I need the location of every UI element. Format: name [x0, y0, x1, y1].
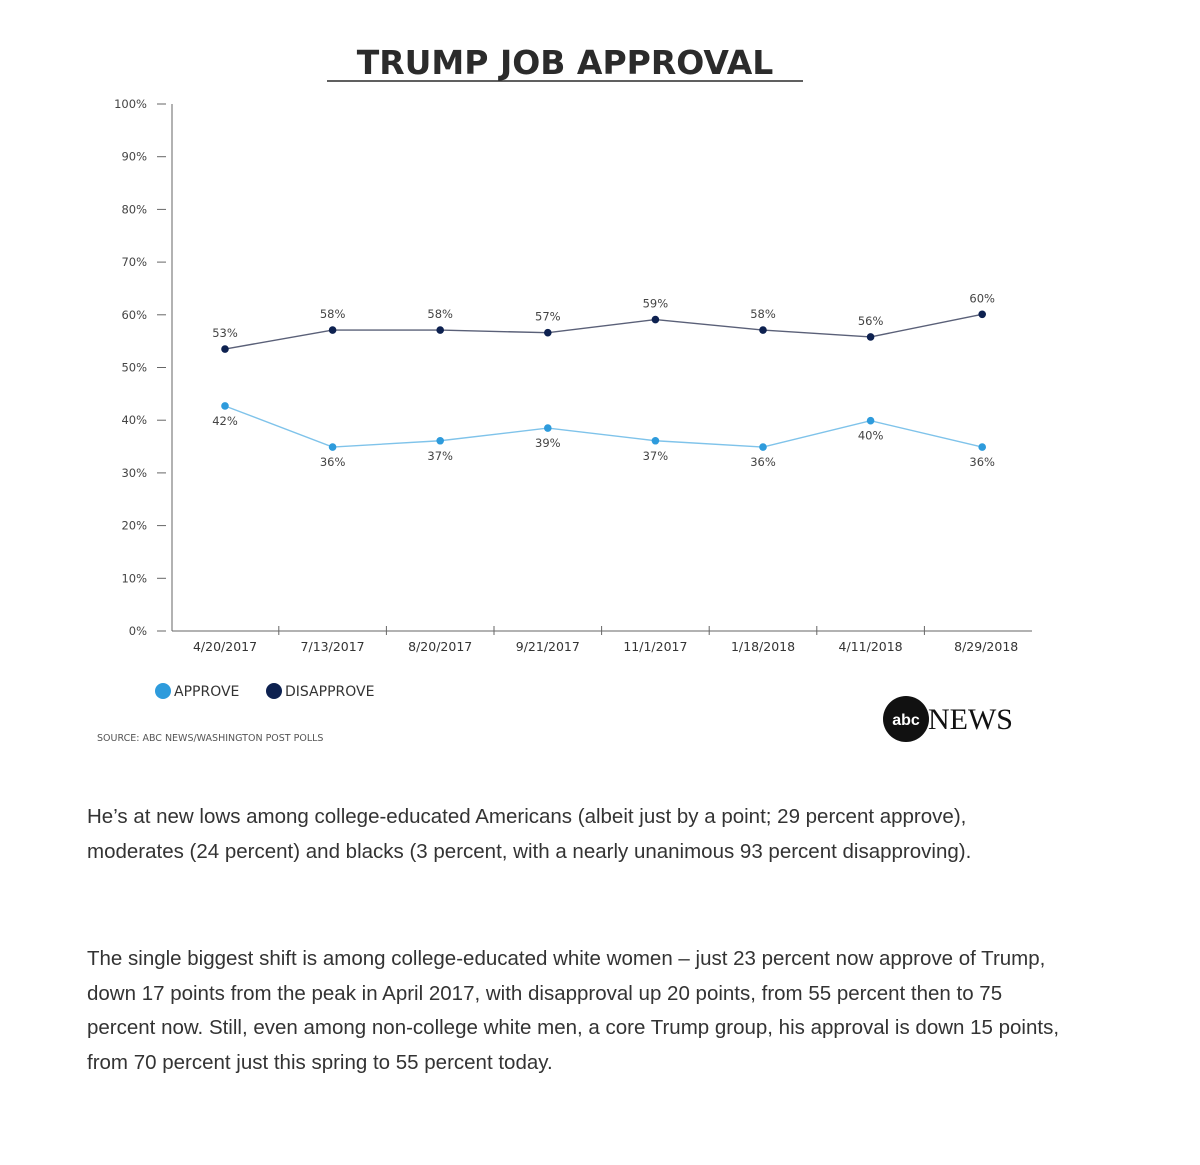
data-point-approve: [978, 443, 986, 451]
y-tick-label: 40%: [121, 413, 147, 427]
data-label-approve: 37%: [643, 449, 669, 463]
data-point-approve: [544, 424, 552, 432]
x-tick-label: 11/1/2017: [623, 639, 687, 654]
data-point-approve: [651, 436, 660, 445]
article-paragraph-2: The single biggest shift is among colleg…: [87, 947, 1060, 1074]
legend-label-disapprove: DISAPPROVE: [285, 684, 374, 700]
chart-title: TRUMP JOB APPROVAL: [357, 43, 774, 82]
data-point-disapprove: [651, 315, 660, 324]
abc-logo-word: NEWS: [928, 703, 1013, 736]
y-tick-label: 100%: [114, 97, 147, 111]
y-tick-label: 90%: [121, 150, 147, 164]
data-label-approve: 36%: [320, 455, 346, 469]
data-point-disapprove: [759, 326, 767, 334]
series-line-disapprove: [224, 313, 983, 350]
legend-label-approve: APPROVE: [174, 684, 239, 700]
y-tick-label: 50%: [121, 361, 147, 375]
data-label-disapprove: 56%: [858, 314, 884, 328]
x-tick-label: 7/13/2017: [301, 639, 365, 654]
y-tick-label: 80%: [121, 202, 147, 216]
article-paragraph-1: He’s at new lows among college-educated …: [87, 805, 972, 863]
data-label-approve: 37%: [427, 449, 453, 463]
data-point-approve: [328, 443, 337, 451]
y-tick-label: 0%: [129, 624, 147, 638]
data-label-approve: 42%: [212, 414, 238, 428]
abc-logo-mark: abc: [892, 712, 920, 729]
data-label-disapprove: 58%: [320, 307, 346, 321]
data-label-approve: 36%: [969, 455, 995, 469]
data-point-disapprove: [221, 345, 229, 353]
y-tick-label: 70%: [121, 255, 147, 269]
series-line-approve: [224, 405, 983, 448]
x-tick-label: 1/18/2018: [731, 639, 795, 654]
x-tick-label: 8/29/2018: [954, 639, 1018, 654]
legend: APPROVE DISAPPROVE: [155, 683, 374, 700]
data-point-disapprove: [866, 333, 875, 341]
data-point-disapprove: [978, 310, 986, 319]
chart: TRUMP JOB APPROVAL 0% 10% 20% 30% 40% 50% 60% 7…: [97, 43, 1032, 744]
y-axis: 0% 10% 20% 30% 40% 50% 60% 70% 80% 90% 100%: [114, 97, 173, 638]
data-point-approve: [866, 416, 875, 425]
data-label-disapprove: 57%: [535, 310, 561, 324]
source-note: SOURCE: ABC NEWS/WASHINGTON POST POLLS: [97, 733, 323, 744]
data-point-disapprove: [436, 326, 445, 334]
x-tick-label: 8/20/2017: [408, 639, 472, 654]
data-label-disapprove: 60%: [969, 291, 995, 305]
data-point-approve: [759, 443, 767, 451]
y-tick-label: 60%: [121, 308, 147, 322]
data-label-approve: 39%: [535, 436, 561, 450]
data-point-approve: [221, 402, 229, 410]
y-tick-label: 30%: [121, 466, 147, 480]
data-label-disapprove: 58%: [427, 307, 453, 321]
legend-swatch-approve: [155, 683, 171, 699]
abc-logo-circle: [883, 696, 929, 742]
y-tick-label: 20%: [121, 519, 147, 533]
x-tick-label: 4/20/2017: [193, 639, 257, 654]
series-layer: 53% 58% 58% 57% 59% 58% 56% 60% 42% 36% 37% 39% 37% 3…: [212, 291, 995, 469]
data-label-approve: 40%: [858, 429, 884, 443]
x-axis: 4/20/2017 7/13/2017 8/20/2017 9/21/2017 11/1…: [172, 626, 1032, 654]
data-label-disapprove: 59%: [643, 297, 669, 311]
x-tick-label: 9/21/2017: [516, 639, 580, 654]
data-point-disapprove: [544, 328, 552, 337]
data-point-disapprove: [328, 326, 337, 334]
x-tick-label: 4/11/2018: [839, 639, 903, 654]
data-label-disapprove: 58%: [750, 307, 776, 321]
y-tick-label: 10%: [121, 571, 147, 585]
data-point-approve: [436, 436, 445, 445]
legend-swatch-disapprove: [266, 683, 282, 699]
data-label-approve: 36%: [750, 455, 776, 469]
abc-news-logo: abc NEWS: [883, 696, 1013, 742]
data-label-disapprove: 53%: [212, 326, 238, 340]
